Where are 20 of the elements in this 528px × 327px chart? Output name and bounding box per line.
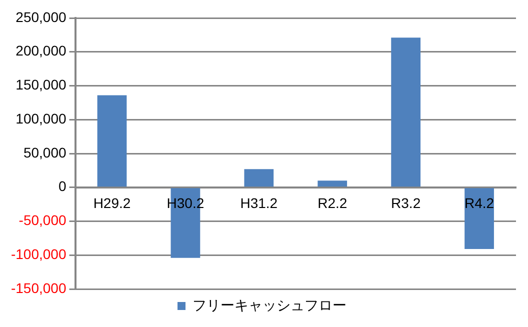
bar [244, 169, 274, 187]
y-tick-label: -100,000 [10, 246, 66, 262]
legend-label: フリーキャッシュフロー [192, 296, 346, 313]
x-tick-label: H29.2 [93, 195, 131, 212]
y-tick-label: 150,000 [16, 76, 66, 93]
bar [391, 38, 421, 187]
y-tick-label: -150,000 [10, 280, 66, 296]
bar [464, 188, 494, 250]
x-tick-label: H31.2 [240, 195, 278, 212]
bar [97, 95, 127, 187]
y-tick-label: 100,000 [16, 110, 66, 126]
y-tick-label: -50,000 [18, 212, 66, 228]
bar [318, 180, 348, 187]
x-tick-label: R3.2 [391, 195, 421, 212]
y-tick-label: 50,000 [23, 144, 66, 160]
y-tick-label: 0 [58, 178, 66, 194]
y-tick-label: 200,000 [16, 42, 66, 59]
x-tick-label: R2.2 [318, 195, 348, 212]
x-tick-label: R4.2 [464, 195, 494, 212]
y-tick-label: 250,000 [16, 8, 66, 25]
